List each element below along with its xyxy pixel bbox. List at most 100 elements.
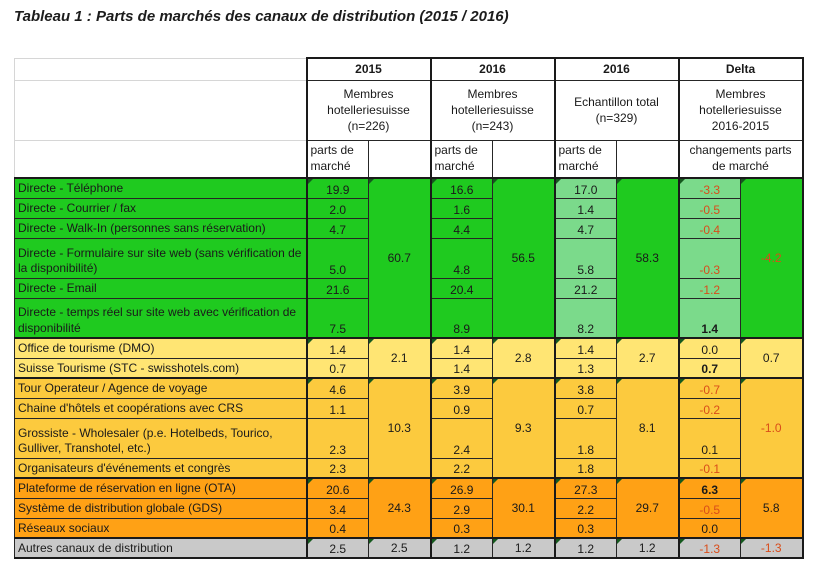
measure-header-2015: parts de marché [305, 139, 369, 179]
group-total-cell: 24.3 [368, 477, 431, 539]
header-empty-cell [14, 79, 307, 141]
value-cell: 0.4 [305, 517, 369, 539]
value-cell: 2.9 [429, 497, 493, 519]
table-row: Directe - temps réel sur site web avec v… [14, 297, 803, 339]
year-header-2016-members: 2016 [429, 57, 555, 81]
header-empty-cell [14, 139, 307, 179]
group-total-cell: 58.3 [616, 177, 679, 339]
delta-cell: -1.2 [677, 277, 741, 299]
year-header-2016-sample: 2016 [553, 57, 679, 81]
table-row: Directe - Formulaire sur site web (sans … [14, 237, 803, 279]
row-label: Directe - Email [14, 277, 307, 299]
row-label: Directe - Téléphone [14, 177, 307, 199]
value-cell: 0.9 [429, 397, 493, 419]
row-label: Directe - Courrier / fax [14, 197, 307, 219]
group-total-cell: -4.2 [740, 177, 804, 339]
row-label: Directe - temps réel sur site web avec v… [14, 297, 307, 339]
delta-cell: 0.1 [677, 417, 741, 459]
delta-cell: -1.3 [677, 537, 741, 559]
value-cell: 1.4 [429, 357, 493, 379]
value-cell: 4.7 [305, 217, 369, 239]
table-title: Tableau 1 : Parts de marchés des canaux … [14, 8, 509, 25]
value-cell: 2.5 [305, 537, 369, 559]
table-row: Office de tourisme (DMO) 1.4 2.1 1.4 2.8… [14, 337, 804, 379]
value-cell: 2.3 [305, 457, 369, 479]
table-row: Système de distribution globale (GDS) 3.… [14, 497, 803, 519]
group-total-cell: 2.7 [616, 337, 679, 379]
value-cell: 4.6 [305, 377, 369, 399]
group-total-cell: 2.8 [492, 337, 555, 379]
population-header-2016-members: Membres hotelleriesuisse (n=243) [429, 79, 555, 141]
delta-cell: -0.4 [677, 217, 741, 239]
delta-cell: -0.1 [677, 457, 741, 479]
value-cell: 17.0 [553, 177, 617, 199]
row-label: Grossiste - Wholesaler (p.e. Hotelbeds, … [14, 417, 307, 459]
value-cell: 8.2 [553, 297, 617, 339]
group-total-cell: 0.7 [740, 337, 804, 379]
table-row: Organisateurs d'événements et congrès 2.… [14, 457, 803, 479]
value-cell: 0.3 [429, 517, 493, 539]
header-corner-cell [14, 57, 307, 81]
value-cell: 0.3 [553, 517, 617, 539]
group-total-cell: 29.7 [616, 477, 679, 539]
measure-spacer-cell [492, 139, 555, 179]
measure-header-2016-sample: parts de marché [553, 139, 617, 179]
delta-cell: -0.7 [677, 377, 741, 399]
group-total-cell: 60.7 [368, 177, 431, 339]
measure-header-2016-members: parts de marché [429, 139, 493, 179]
value-cell: 1.8 [553, 417, 617, 459]
value-cell: 1.8 [553, 457, 617, 479]
group-total-cell: 56.5 [492, 177, 555, 339]
value-cell: 5.0 [305, 237, 369, 279]
value-cell: 2.4 [429, 417, 493, 459]
value-cell: 0.7 [553, 397, 617, 419]
value-cell: 7.5 [305, 297, 369, 339]
group-total-cell: 8.1 [616, 377, 679, 479]
value-cell: 1.2 [553, 537, 617, 559]
row-label: Organisateurs d'événements et congrès [14, 457, 307, 479]
row-label: Réseaux sociaux [14, 517, 307, 539]
header-measure-row: parts de marché parts de marché parts de… [14, 139, 804, 179]
value-cell: 1.4 [553, 197, 617, 219]
group-total-cell: -1.3 [740, 537, 804, 559]
market-share-table: 2015 2016 2016 Delta Membres hotelleries… [14, 57, 804, 559]
value-cell: 3.4 [305, 497, 369, 519]
value-cell: 5.8 [553, 237, 617, 279]
row-label: Suisse Tourisme (STC - swisshotels.com) [14, 357, 307, 379]
value-cell: 3.8 [553, 377, 617, 399]
value-cell: 4.8 [429, 237, 493, 279]
value-cell: 20.6 [305, 477, 369, 499]
row-label: Office de tourisme (DMO) [14, 337, 307, 359]
group-total-cell: -1.0 [740, 377, 804, 479]
group-total-cell: 30.1 [492, 477, 555, 539]
delta-cell: -0.5 [677, 497, 741, 519]
delta-cell: 0.0 [677, 337, 741, 359]
delta-cell: 1.4 [677, 297, 741, 339]
year-header-2015: 2015 [305, 57, 431, 81]
population-header-delta: Membres hotelleriesuisse 2016-2015 [677, 79, 804, 141]
value-cell: 1.6 [429, 197, 493, 219]
value-cell: 1.3 [553, 357, 617, 379]
delta-cell: 0.7 [677, 357, 741, 379]
delta-cell: -0.2 [677, 397, 741, 419]
value-cell: 8.9 [429, 297, 493, 339]
table-row: Grossiste - Wholesaler (p.e. Hotelbeds, … [14, 417, 803, 459]
group-total-cell: 2.1 [368, 337, 431, 379]
header-population-row: Membres hotelleriesuisse (n=226) Membres… [14, 79, 804, 141]
table-row: Autres canaux de distribution 2.5 2.5 1.… [14, 537, 804, 559]
value-cell: 3.9 [429, 377, 493, 399]
row-label: Directe - Walk-In (personnes sans réserv… [14, 217, 307, 239]
header-year-row: 2015 2016 2016 Delta [14, 57, 804, 81]
value-cell: 1.2 [429, 537, 493, 559]
value-cell: 1.4 [305, 337, 369, 359]
table-row: Directe - Téléphone 19.9 60.7 16.6 56.5 … [14, 177, 804, 339]
value-cell: 20.4 [429, 277, 493, 299]
group-total-cell: 2.5 [368, 537, 431, 559]
group-total-cell: 9.3 [492, 377, 555, 479]
value-cell: 2.2 [553, 497, 617, 519]
row-label: Autres canaux de distribution [14, 537, 307, 559]
table-row: Réseaux sociaux 0.4 0.3 0.3 0.0 [14, 517, 803, 539]
value-cell: 4.7 [553, 217, 617, 239]
delta-cell: -0.3 [677, 237, 741, 279]
